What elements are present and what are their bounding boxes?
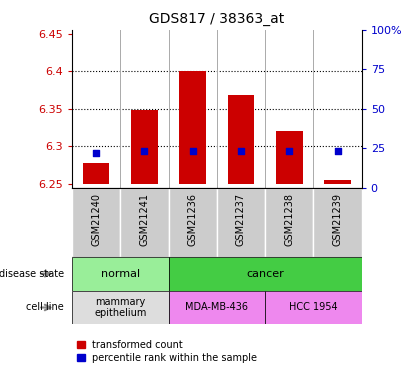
Text: GSM21239: GSM21239 xyxy=(332,193,342,246)
Point xyxy=(189,148,196,154)
Text: GSM21240: GSM21240 xyxy=(91,193,101,246)
Text: GSM21236: GSM21236 xyxy=(188,193,198,246)
Bar xyxy=(169,257,362,291)
Point xyxy=(334,148,341,154)
Bar xyxy=(83,163,109,184)
Point xyxy=(286,148,293,154)
Bar xyxy=(120,188,169,257)
Text: GSM21241: GSM21241 xyxy=(139,193,149,246)
Bar xyxy=(217,188,265,257)
Title: GDS817 / 38363_at: GDS817 / 38363_at xyxy=(149,12,284,26)
Bar xyxy=(72,257,169,291)
Bar xyxy=(276,131,302,184)
Bar xyxy=(169,188,217,257)
Point xyxy=(93,150,99,156)
Text: normal: normal xyxy=(101,269,140,279)
Bar xyxy=(72,291,169,324)
Bar xyxy=(265,188,314,257)
Text: mammary
epithelium: mammary epithelium xyxy=(94,297,146,318)
Text: GSM21237: GSM21237 xyxy=(236,193,246,246)
Bar xyxy=(169,291,265,324)
Bar xyxy=(314,188,362,257)
Text: cell line: cell line xyxy=(26,303,64,312)
Bar xyxy=(131,110,158,184)
Legend: transformed count, percentile rank within the sample: transformed count, percentile rank withi… xyxy=(77,340,257,363)
Bar xyxy=(228,95,254,184)
Bar xyxy=(265,291,362,324)
Text: GSM21238: GSM21238 xyxy=(284,193,294,246)
Text: disease state: disease state xyxy=(0,269,64,279)
Text: cancer: cancer xyxy=(246,269,284,279)
Point xyxy=(141,148,148,154)
Text: HCC 1954: HCC 1954 xyxy=(289,303,338,312)
Bar xyxy=(72,188,120,257)
Point xyxy=(238,148,244,154)
Bar xyxy=(179,71,206,184)
Text: MDA-MB-436: MDA-MB-436 xyxy=(185,303,248,312)
Bar xyxy=(324,180,351,184)
